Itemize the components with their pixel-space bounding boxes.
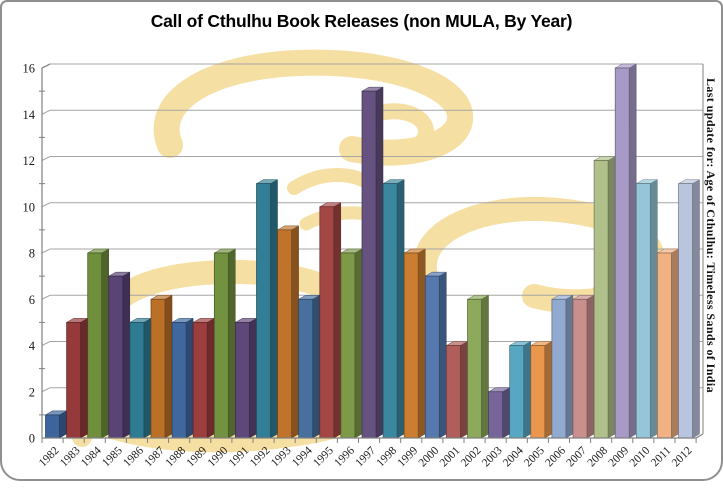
bar-2009 xyxy=(614,63,638,439)
y-axis-labels: 0 2 4 6 8 10 12 14 16 xyxy=(23,62,36,446)
x-tick-label: 1982 xyxy=(37,444,62,469)
x-tick-label: 2001 xyxy=(438,444,463,469)
bar-2001 xyxy=(445,341,469,439)
watermark-top-ring xyxy=(153,49,474,166)
x-tick-label: 2009 xyxy=(607,444,632,469)
x-tick-label: 2010 xyxy=(628,444,653,469)
x-tick-label: 1997 xyxy=(353,444,378,469)
y-tick-label: 8 xyxy=(29,247,35,261)
x-tick-label: 1986 xyxy=(121,444,146,469)
bar-2010 xyxy=(635,179,659,439)
bar-1996 xyxy=(339,248,363,439)
bar-2004 xyxy=(508,341,532,439)
bar-1983 xyxy=(65,317,89,439)
bar-2012 xyxy=(677,179,701,439)
y-tick-label: 0 xyxy=(29,432,35,446)
bar-1997 xyxy=(361,86,384,439)
x-tick-label: 2008 xyxy=(585,444,610,469)
x-tick-label: 2002 xyxy=(459,444,484,469)
x-tick-label: 2012 xyxy=(670,444,695,469)
x-tick-label: 1999 xyxy=(396,444,421,469)
bar-1982 xyxy=(44,410,68,439)
x-tick-label: 1985 xyxy=(100,444,125,469)
bar-chart: 0 2 4 6 8 10 12 14 16 19821983198419851986198719… xyxy=(23,49,704,469)
x-tick-label: 2006 xyxy=(543,444,568,469)
bar-1999 xyxy=(403,248,427,439)
x-tick-label: 2000 xyxy=(417,444,442,469)
x-tick-label: 2007 xyxy=(564,444,589,469)
bar-1994 xyxy=(297,294,321,439)
bar-2008 xyxy=(593,156,617,439)
bar-1992 xyxy=(255,179,279,439)
bar-2003 xyxy=(487,387,511,439)
bar-2005 xyxy=(529,341,553,439)
bar-1990 xyxy=(213,248,237,439)
x-axis-labels: 1982198319841985198619871988198919901991… xyxy=(37,444,695,469)
side-note: Last update for: Age of Cthulhu: Timeles… xyxy=(704,78,718,394)
y-tick-label: 4 xyxy=(29,339,36,353)
y-tick-label: 10 xyxy=(23,200,36,214)
bar-2002 xyxy=(466,294,490,439)
x-tick-label: 2005 xyxy=(522,444,547,469)
bar-1998 xyxy=(382,179,406,439)
bar-1993 xyxy=(276,225,300,439)
x-tick-label: 1998 xyxy=(374,444,399,469)
bar-1985 xyxy=(107,271,131,439)
bar-2006 xyxy=(550,294,574,439)
watermark-mid-curl-1 xyxy=(287,168,379,195)
chart-title: Call of Cthulhu Book Releases (non MULA,… xyxy=(150,11,573,31)
bar-2011 xyxy=(656,248,680,439)
y-tick-label: 2 xyxy=(29,385,35,399)
bar-1986 xyxy=(128,317,152,439)
bars xyxy=(44,63,701,439)
bar-1988 xyxy=(171,317,195,439)
x-tick-label: 1983 xyxy=(58,444,83,469)
bar-1984 xyxy=(86,248,110,439)
y-tick-label: 6 xyxy=(29,293,35,307)
y-tick-label: 16 xyxy=(23,62,36,76)
x-tick-label: 1994 xyxy=(290,444,315,469)
y-tick-label: 12 xyxy=(23,154,36,168)
bar-2000 xyxy=(424,271,448,439)
bar-1995 xyxy=(318,202,342,439)
y-tick-label: 14 xyxy=(23,108,36,122)
bar-2007 xyxy=(572,294,595,439)
x-tick-label: 1996 xyxy=(332,444,357,469)
x-tick-label: 2011 xyxy=(649,444,674,469)
bar-1987 xyxy=(150,294,173,439)
x-tick-label: 1995 xyxy=(311,444,336,469)
bar-1989 xyxy=(192,317,216,439)
x-tick-label: 2003 xyxy=(480,444,505,469)
watermark-top-curl xyxy=(344,103,434,161)
axes xyxy=(39,63,704,443)
x-tick-label: 1984 xyxy=(79,444,104,469)
bar-1991 xyxy=(234,317,258,439)
x-tick-label: 2004 xyxy=(501,444,526,469)
